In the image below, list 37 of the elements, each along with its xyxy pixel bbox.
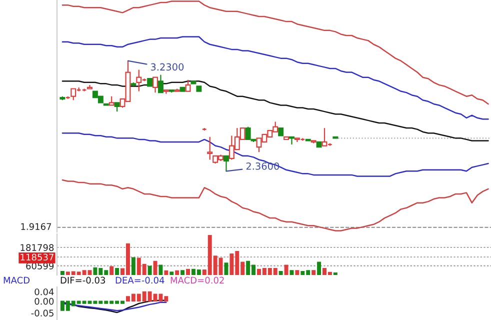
candlestick (70, 88, 76, 101)
bar (115, 268, 120, 275)
ref-line-label: 1.9167 (21, 223, 52, 230)
bar (164, 270, 168, 275)
chart-title: MACD (4, 276, 30, 284)
candlestick (289, 136, 294, 146)
bar (158, 264, 163, 275)
candlestick (152, 76, 158, 94)
bar (180, 270, 185, 275)
bar (170, 272, 174, 275)
bar (284, 264, 288, 275)
candlestick (185, 79, 191, 92)
y-tick-label: 0.00 (34, 298, 54, 305)
bar (224, 262, 228, 275)
y-tick-label: 118537 (20, 254, 54, 261)
bar (148, 266, 152, 275)
bar (186, 268, 190, 275)
bar (295, 270, 300, 275)
y-tick-label: 0.04 (34, 288, 54, 296)
bar (312, 270, 316, 275)
candlestick (207, 136, 213, 160)
bar (278, 271, 283, 275)
candlestick (223, 155, 229, 172)
y-tick-label: 181798 (20, 244, 54, 251)
y-tick-label: -0.05 (31, 310, 54, 316)
text: DIF=-0.03 (60, 276, 106, 284)
bar (290, 270, 294, 275)
series-label: MACD=0.02 (170, 276, 224, 284)
candlestick (158, 74, 164, 94)
text: DEA=-0.04 (116, 276, 164, 284)
bar (110, 266, 114, 275)
annotation: 2.3600 (246, 162, 280, 170)
bar (131, 257, 136, 275)
bar (60, 271, 64, 275)
annotation: 3.2300 (150, 63, 184, 71)
bar (317, 262, 322, 275)
bar (175, 270, 180, 275)
